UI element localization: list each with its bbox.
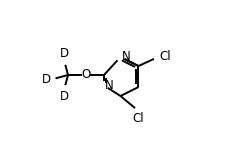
Text: O: O [81, 69, 90, 81]
Text: D: D [59, 47, 68, 60]
Text: D: D [41, 73, 51, 86]
Text: N: N [105, 79, 113, 92]
Text: Cl: Cl [158, 51, 170, 63]
Text: D: D [59, 90, 68, 103]
Text: N: N [121, 51, 130, 63]
Text: Cl: Cl [132, 112, 144, 125]
